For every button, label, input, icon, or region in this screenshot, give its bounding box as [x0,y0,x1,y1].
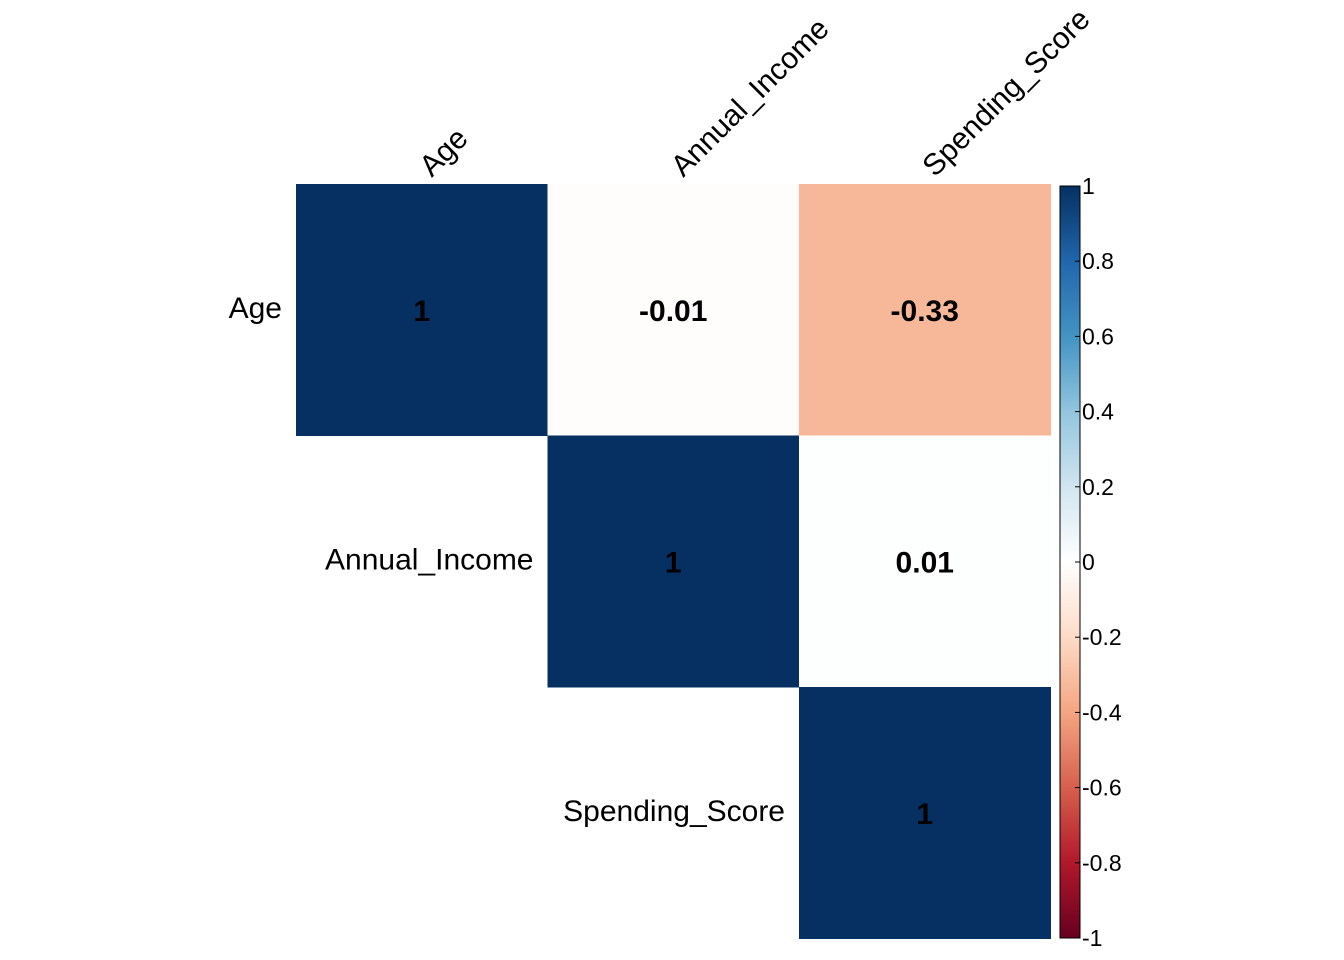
row-label-annual-income: Annual_Income [325,543,533,576]
colorbar-tick-label: 0 [1082,549,1095,575]
cell-age-annual-income [547,184,800,436]
cell-age-age [296,184,548,436]
colorbar-tick-label: 0.4 [1082,399,1114,425]
row-label-spending-score: Spending_Score [563,795,785,828]
column-labels: Age Annual_Income Spending_Score [413,3,1096,183]
row-labels: Age Annual_Income Spending_Score [229,292,785,828]
cells-layer [296,184,1051,939]
colorbar-tick-label: -0.6 [1082,775,1122,801]
column-label-spending-score: Spending_Score [916,3,1096,183]
cell-values-layer: 1 -0.01 -0.33 1 0.01 1 [413,295,959,831]
cell-value-annual-income-spending-score: 0.01 [896,546,954,579]
colorbar-tick-label: -0.4 [1082,699,1122,725]
cell-value-spending-score-spending-score: 1 [916,798,933,831]
cell-value-annual-income-annual-income: 1 [665,546,682,579]
colorbar-ticks: 1 0.8 0.6 0.4 0.2 0 -0.2 -0.4 -0.6 -0.8 -1 [1075,173,1122,951]
cell-annual-income-spending-score [799,435,1051,688]
column-label-annual-income: Annual_Income [665,12,836,183]
cell-value-age-annual-income: -0.01 [639,295,707,328]
row-label-age: Age [229,292,282,325]
colorbar: 1 0.8 0.6 0.4 0.2 0 -0.2 -0.4 -0.6 -0.8 -1 [1059,173,1122,951]
colorbar-tick-label: -1 [1082,925,1102,951]
column-label-age: Age [413,122,474,183]
cell-annual-income-annual-income [547,435,800,688]
colorbar-tick-label: 1 [1082,173,1095,199]
cell-value-age-spending-score: -0.33 [891,295,959,328]
cell-age-spending-score [799,184,1051,436]
cell-spending-score-spending-score [799,687,1051,939]
colorbar-tick-label: -0.2 [1082,624,1122,650]
colorbar-tick-label: 0.2 [1082,474,1114,500]
colorbar-tick-label: 0.8 [1082,248,1114,274]
colorbar-tick-label: 0.6 [1082,323,1114,349]
colorbar-tick-label: -0.8 [1082,850,1122,876]
cell-value-age-age: 1 [413,295,430,328]
